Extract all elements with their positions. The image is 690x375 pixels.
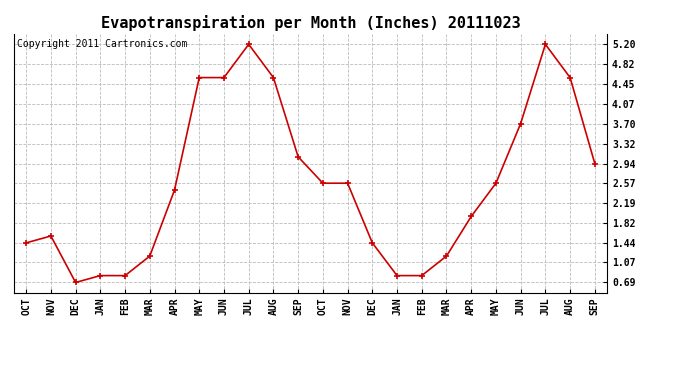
Title: Evapotranspiration per Month (Inches) 20111023: Evapotranspiration per Month (Inches) 20… <box>101 15 520 31</box>
Text: Copyright 2011 Cartronics.com: Copyright 2011 Cartronics.com <box>17 39 187 49</box>
